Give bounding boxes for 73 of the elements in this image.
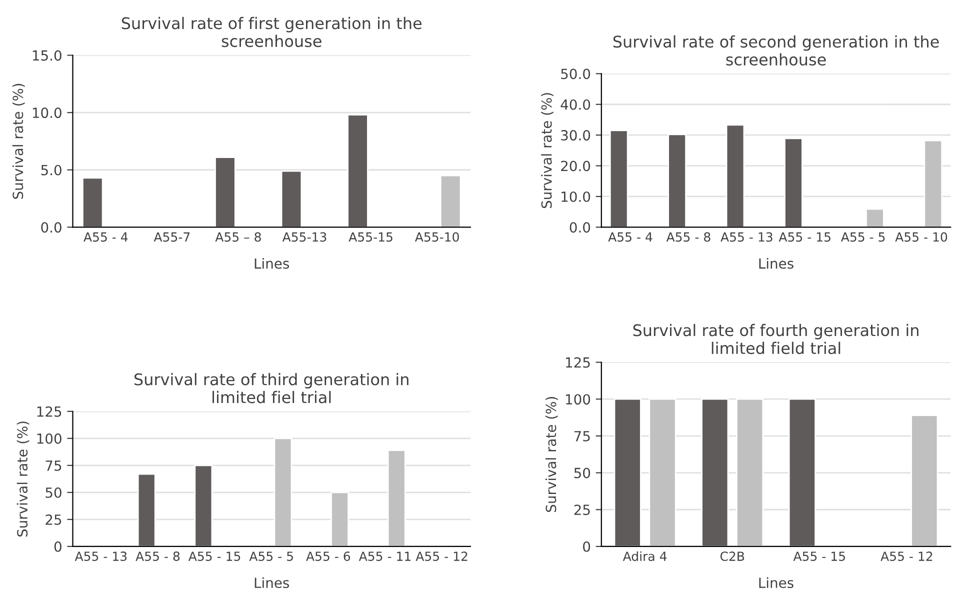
x-tick-label: A55 - 12	[416, 552, 468, 561]
bar	[668, 134, 686, 228]
y-tick-label: 100	[37, 433, 62, 444]
bar	[609, 130, 628, 228]
chart-title: Survival rate of second generation in the screenhouse	[613, 35, 939, 66]
x-axis-title: Lines	[759, 258, 794, 269]
bar	[387, 450, 406, 546]
bar	[280, 170, 302, 228]
bar	[274, 438, 292, 546]
y-axis-title: Survival rate (%)	[541, 93, 554, 208]
chart-title: Survival rate of fourth generation in limited field trial	[633, 324, 918, 354]
y-axis-title: Survival rate (%)	[12, 84, 25, 199]
y-tick-label: 20.0	[561, 160, 590, 172]
x-tick-label: A55 - 15	[188, 552, 240, 561]
chart-title: Survival rate of third generation in limited fiel trial	[134, 373, 408, 404]
y-tick-label: 75	[574, 431, 590, 442]
x-tick-label: A55 - 11	[358, 552, 410, 561]
chart-title: Survival rate of first generation in the screenhouse	[122, 16, 422, 48]
y-tick-label: 25	[574, 504, 590, 516]
y-tick-label: 75	[46, 460, 62, 471]
x-tick-label: A55 - 8	[136, 552, 180, 561]
y-axis-title: Survival rate (%)	[545, 397, 558, 512]
x-axis-title: Lines	[254, 577, 290, 588]
x-tick-label: A55 - 5	[249, 552, 293, 561]
y-tick-label: 10.0	[562, 191, 590, 202]
x-tick-label: A55-15	[348, 232, 392, 242]
x-tick-label: A55 - 10	[895, 232, 948, 242]
y-tick-label: 125	[566, 357, 590, 368]
x-tick-label: A55 - 12	[880, 552, 932, 561]
x-tick-label: A55-13	[282, 232, 326, 242]
y-tick-label: 0.0	[41, 222, 62, 233]
y-axis-title: Survival rate (%)	[16, 422, 30, 537]
bar	[866, 208, 884, 228]
x-tick-label: C2B	[720, 552, 744, 561]
y-tick-label: 25	[46, 514, 62, 525]
x-tick-label: A55 - 4	[608, 232, 652, 242]
y-tick-label: 15.0	[32, 50, 62, 61]
x-tick-label: A55 – 8	[215, 232, 261, 242]
y-tick-label: 125	[37, 406, 62, 417]
x-tick-label: A55 - 5	[840, 232, 885, 242]
x-tick-label: A55-7	[154, 232, 190, 242]
x-tick-label: A55 - 15	[778, 232, 830, 242]
x-tick-label: A55 - 15	[793, 552, 845, 561]
x-tick-label: A55 - 6	[306, 552, 350, 561]
y-tick-label: 100	[566, 394, 590, 405]
x-tick-label: A55-10	[414, 232, 459, 242]
y-tick-label: 0	[54, 541, 62, 552]
x-tick-label: Adira 4	[622, 551, 667, 561]
x-tick-label: A55 - 4	[84, 232, 128, 242]
x-tick-label: A55 - 13	[720, 232, 772, 242]
bar	[82, 177, 104, 228]
y-tick-label: 10.0	[32, 108, 62, 118]
y-tick-label: 50.0	[561, 68, 590, 80]
y-tick-label: 50	[46, 487, 62, 498]
y-tick-label: 30.0	[561, 130, 590, 141]
x-tick-label: A55 - 8	[666, 232, 710, 242]
bar	[784, 138, 803, 228]
bar	[137, 473, 156, 546]
x-axis-title: Lines	[759, 577, 794, 588]
bar	[726, 124, 745, 228]
x-axis-title: Lines	[254, 258, 290, 269]
bar	[214, 156, 236, 228]
bar	[330, 492, 349, 546]
bar	[194, 464, 213, 546]
bar	[347, 114, 368, 228]
y-tick-label: 40.0	[560, 99, 590, 110]
y-tick-label: 0.0	[570, 222, 590, 233]
y-tick-label: 5.0	[41, 164, 62, 176]
x-tick-label: A55 - 13	[74, 552, 127, 561]
y-tick-label: 0	[583, 541, 590, 552]
bar	[440, 174, 462, 228]
bar	[924, 140, 943, 228]
y-tick-label: 50	[574, 468, 590, 478]
